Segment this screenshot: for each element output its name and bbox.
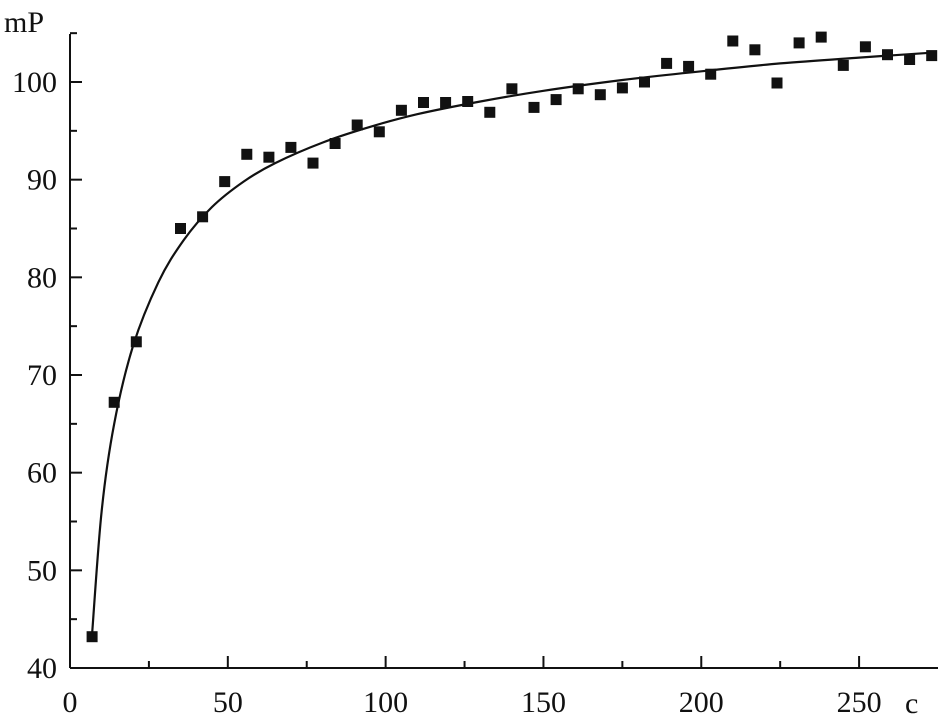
data-point bbox=[109, 397, 120, 408]
data-point bbox=[639, 77, 650, 88]
data-point bbox=[816, 32, 827, 43]
data-point bbox=[87, 631, 98, 642]
data-point bbox=[308, 158, 319, 169]
axes bbox=[70, 34, 938, 668]
data-point bbox=[661, 58, 672, 69]
y-tick-label: 50 bbox=[27, 554, 57, 587]
data-point bbox=[506, 83, 517, 94]
data-point bbox=[197, 211, 208, 222]
data-point bbox=[772, 78, 783, 89]
tick-labels: 0 50 100 150 200 250 40 50 60 70 80 90 100 bbox=[12, 66, 882, 719]
y-tick-label: 100 bbox=[12, 66, 57, 99]
x-tick-label: 150 bbox=[521, 686, 566, 719]
data-point bbox=[551, 94, 562, 105]
data-point bbox=[418, 97, 429, 108]
y-tick-label: 60 bbox=[27, 457, 57, 490]
data-point bbox=[794, 37, 805, 48]
data-point bbox=[285, 142, 296, 153]
x-tick-label: 250 bbox=[837, 686, 882, 719]
fit-curve bbox=[92, 53, 932, 634]
y-axis-title: mP bbox=[4, 6, 44, 39]
data-point bbox=[683, 61, 694, 72]
data-point bbox=[573, 83, 584, 94]
axis-ticks bbox=[70, 33, 859, 668]
x-axis-title: c bbox=[905, 687, 918, 720]
data-point bbox=[926, 50, 937, 61]
data-point bbox=[352, 120, 363, 131]
x-tick-label: 0 bbox=[63, 686, 78, 719]
data-point bbox=[749, 44, 760, 55]
data-point bbox=[330, 138, 341, 149]
x-tick-label: 100 bbox=[363, 686, 408, 719]
y-tick-label: 70 bbox=[27, 359, 57, 392]
y-tick-label: 80 bbox=[27, 261, 57, 294]
data-point bbox=[617, 82, 628, 93]
data-point bbox=[904, 54, 915, 65]
data-point bbox=[705, 69, 716, 80]
y-tick-label: 40 bbox=[27, 652, 57, 685]
data-point bbox=[529, 102, 540, 113]
y-tick-label: 90 bbox=[27, 164, 57, 197]
data-point bbox=[882, 49, 893, 60]
data-point bbox=[860, 41, 871, 52]
data-point bbox=[595, 89, 606, 100]
data-point bbox=[263, 152, 274, 163]
data-points bbox=[87, 32, 938, 643]
data-point bbox=[241, 149, 252, 160]
data-point bbox=[440, 97, 451, 108]
data-point bbox=[838, 60, 849, 71]
data-point bbox=[374, 126, 385, 137]
data-point bbox=[131, 336, 142, 347]
data-point bbox=[219, 176, 230, 187]
data-point bbox=[462, 96, 473, 107]
data-point bbox=[175, 223, 186, 234]
data-point bbox=[727, 36, 738, 47]
x-tick-label: 50 bbox=[213, 686, 243, 719]
x-tick-label: 200 bbox=[679, 686, 724, 719]
data-point bbox=[484, 107, 495, 118]
data-point bbox=[396, 105, 407, 116]
